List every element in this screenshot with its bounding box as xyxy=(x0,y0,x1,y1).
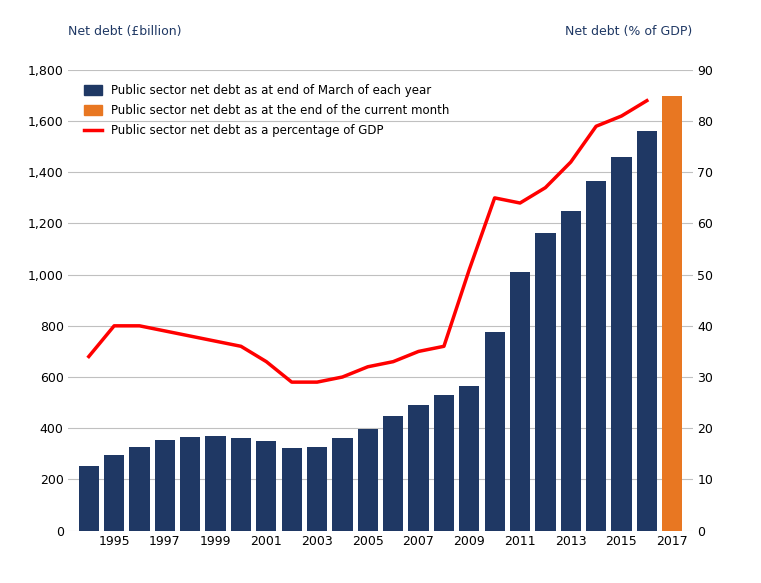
Bar xyxy=(333,438,352,531)
Bar xyxy=(409,405,428,531)
Bar xyxy=(637,131,657,531)
Bar xyxy=(485,332,505,531)
Bar xyxy=(459,386,479,531)
Bar xyxy=(611,157,632,531)
Bar xyxy=(154,441,175,531)
Bar xyxy=(434,395,454,531)
Text: Net debt (% of GDP): Net debt (% of GDP) xyxy=(565,24,693,38)
Bar xyxy=(383,416,403,531)
Bar xyxy=(662,96,683,531)
Bar xyxy=(307,447,327,531)
Bar xyxy=(205,436,226,531)
Bar xyxy=(535,233,556,531)
Bar xyxy=(129,447,150,531)
Legend: Public sector net debt as at end of March of each year, Public sector net debt a: Public sector net debt as at end of Marc… xyxy=(81,80,454,141)
Bar xyxy=(282,448,302,531)
Bar xyxy=(358,429,378,531)
Bar xyxy=(231,438,251,531)
Bar xyxy=(510,272,530,531)
Bar xyxy=(180,437,200,531)
Bar xyxy=(586,181,607,531)
Bar xyxy=(104,455,124,531)
Bar xyxy=(561,212,581,531)
Bar xyxy=(78,466,99,531)
Bar xyxy=(256,441,276,531)
Text: Net debt (£billion): Net debt (£billion) xyxy=(68,24,182,38)
